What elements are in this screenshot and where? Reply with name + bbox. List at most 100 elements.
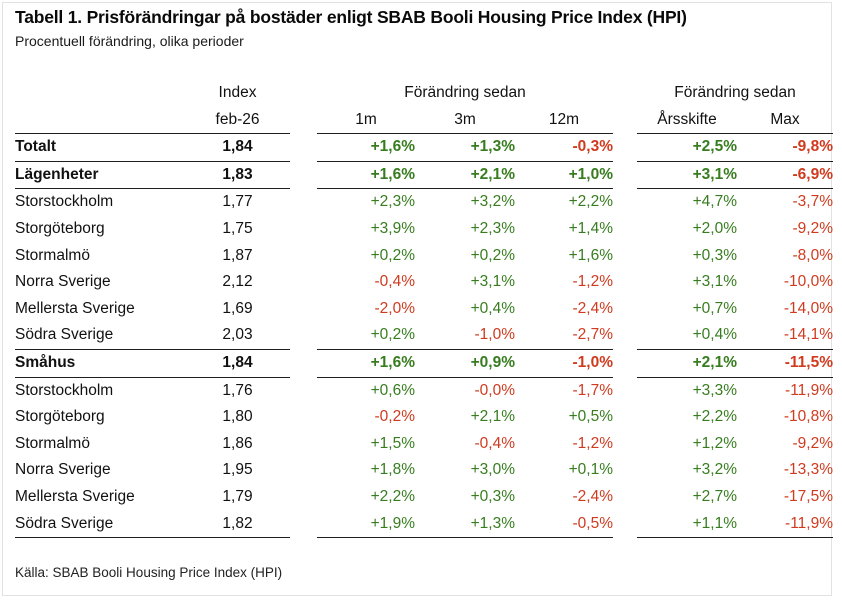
- row-label: Mellersta Sverige: [15, 299, 135, 317]
- table-row: Södra Sverige 1,82 +1,9% +1,3% -0,5% +1,1% -11…: [15, 510, 833, 539]
- column-gap: [290, 431, 317, 458]
- table-row: Totalt 1,84 +1,6% +1,3% -0,3% +2,5% -9,8%: [15, 133, 833, 162]
- index-value: 1,95: [222, 461, 253, 479]
- column-gap: [613, 377, 637, 404]
- column-gap: [613, 457, 637, 484]
- pct-value-max: -11,9%: [785, 381, 833, 399]
- header-1m: 1m: [317, 106, 415, 135]
- column-gap: [290, 511, 317, 538]
- column-gap: [290, 107, 317, 134]
- pct-value-12m: +1,0%: [515, 161, 613, 190]
- column-gap: [613, 349, 637, 377]
- table-row: Storgöteborg 1,80 -0,2% +2,1% +0,5% +2,2% -10,…: [15, 404, 833, 431]
- table-header-row: feb-26 1m 3m 12m Årsskifte Max: [15, 106, 833, 135]
- pct-value-1m: +1,9%: [317, 510, 415, 539]
- pct-value-12m: +1,4%: [568, 219, 613, 237]
- index-value: 1,80: [222, 408, 253, 426]
- table-row: Mellersta Sverige 1,79 +2,2% +0,3% -2,4% +2,7…: [15, 484, 833, 511]
- column-gap: [613, 161, 637, 189]
- pct-value-12m: -2,4%: [572, 487, 614, 505]
- column-gap: [290, 80, 317, 107]
- table-row: Storgöteborg 1,75 +3,9% +2,3% +1,4% +2,0% -9,2…: [15, 216, 833, 243]
- pct-value-3m: +2,1%: [415, 161, 515, 190]
- pct-value-1m: +2,2%: [370, 487, 415, 505]
- table-row: Småhus 1,84 +1,6% +0,9% -1,0% +2,1% -11,5%: [15, 349, 833, 378]
- pct-value-3m: -0,0%: [474, 381, 516, 399]
- row-label: Norra Sverige: [15, 461, 111, 479]
- pct-value-12m: -1,7%: [572, 381, 614, 399]
- pct-value-max: -6,9%: [737, 161, 833, 190]
- pct-value-3m: +3,0%: [470, 461, 515, 479]
- header-index-label: Index: [218, 84, 257, 101]
- table-row: Storstockholm 1,76 +0,6% -0,0% -1,7% +3,3% -11…: [15, 377, 833, 404]
- table-row: Norra Sverige 1,95 +1,8% +3,0% +0,1% +3,2% -13…: [15, 457, 833, 484]
- column-gap: [290, 457, 317, 484]
- row-label: Totalt: [15, 133, 185, 162]
- header-index-date: feb-26: [185, 106, 290, 135]
- pct-value-1m: +0,2%: [370, 246, 415, 264]
- pct-value-3m: +0,2%: [470, 246, 515, 264]
- header-empty-cell: [15, 80, 185, 107]
- index-value: 2,12: [222, 273, 253, 291]
- index-value: 1,84: [185, 349, 290, 378]
- header-empty-cell: [15, 106, 185, 135]
- pct-value-3m: +0,9%: [415, 349, 515, 378]
- column-gap: [613, 189, 637, 216]
- pct-value-max: -9,2%: [792, 219, 834, 237]
- pct-value-max: -10,0%: [783, 273, 833, 291]
- pct-value-12m: -0,3%: [515, 133, 613, 162]
- table-subtitle: Procentuell förändring, olika perioder: [15, 33, 244, 49]
- pct-value-arsskifte: +2,0%: [692, 219, 737, 237]
- column-gap: [613, 484, 637, 511]
- pct-value-max: -14,0%: [783, 299, 833, 317]
- column-gap: [290, 161, 317, 189]
- table-row: Mellersta Sverige 1,69 -2,0% +0,4% -2,4% +0,7…: [15, 296, 833, 323]
- source-note: Källa: SBAB Booli Housing Price Index (H…: [15, 565, 283, 581]
- column-gap: [290, 243, 317, 270]
- pct-value-arsskifte: +3,1%: [692, 273, 737, 291]
- pct-value-12m: -1,0%: [515, 349, 613, 378]
- table-row: Storstockholm 1,77 +2,3% +3,2% +2,2% +4,7% -3,…: [15, 189, 833, 216]
- pct-value-arsskifte: +3,3%: [692, 381, 737, 399]
- figure-content: Tabell 1. Prisförändringar på bostäder e…: [15, 7, 833, 594]
- table-row: Norra Sverige 2,12 -0,4% +3,1% -1,2% +3,1% -10…: [15, 269, 833, 296]
- column-gap: [613, 269, 637, 296]
- index-value: 1,77: [222, 193, 253, 211]
- header-arsskifte: Årsskifte: [637, 106, 737, 135]
- pct-value-1m: +1,6%: [317, 133, 415, 162]
- pct-value-12m: -0,5%: [515, 510, 613, 539]
- column-gap: [290, 484, 317, 511]
- pct-value-1m: -0,2%: [374, 408, 416, 426]
- pct-value-12m: +1,6%: [568, 246, 613, 264]
- column-gap: [613, 296, 637, 323]
- pct-value-max: -14,1%: [737, 322, 833, 350]
- hpi-table: Index Förändring sedan Förändring sedan …: [15, 80, 833, 539]
- pct-value-3m: +2,1%: [470, 408, 515, 426]
- pct-value-3m: +2,3%: [470, 219, 515, 237]
- pct-value-arsskifte: +1,1%: [637, 510, 737, 539]
- pct-value-arsskifte: +3,1%: [637, 161, 737, 190]
- pct-value-1m: +1,6%: [317, 349, 415, 378]
- index-value: 1,79: [222, 487, 253, 505]
- pct-value-1m: +1,5%: [370, 434, 415, 452]
- pct-value-arsskifte: +0,3%: [692, 246, 737, 264]
- pct-value-3m: -0,4%: [474, 434, 516, 452]
- pct-value-max: -10,8%: [783, 408, 833, 426]
- pct-value-12m: -2,7%: [515, 322, 613, 350]
- column-gap: [613, 134, 637, 162]
- header-group-since: Förändring sedan: [674, 84, 796, 101]
- pct-value-3m: +1,3%: [415, 133, 515, 162]
- pct-value-1m: -2,0%: [374, 299, 416, 317]
- table-header-group-row: Index Förändring sedan Förändring sedan: [15, 80, 833, 107]
- pct-value-3m: +3,1%: [470, 273, 515, 291]
- pct-value-12m: +0,1%: [568, 461, 613, 479]
- pct-value-3m: +0,4%: [470, 299, 515, 317]
- pct-value-3m: +0,3%: [470, 487, 515, 505]
- pct-value-1m: -0,4%: [374, 273, 416, 291]
- row-label: Södra Sverige: [15, 510, 185, 539]
- pct-value-arsskifte: +0,4%: [637, 322, 737, 350]
- pct-value-max: -9,8%: [737, 133, 833, 162]
- pct-value-arsskifte: +2,5%: [637, 133, 737, 162]
- index-value: 1,75: [222, 219, 253, 237]
